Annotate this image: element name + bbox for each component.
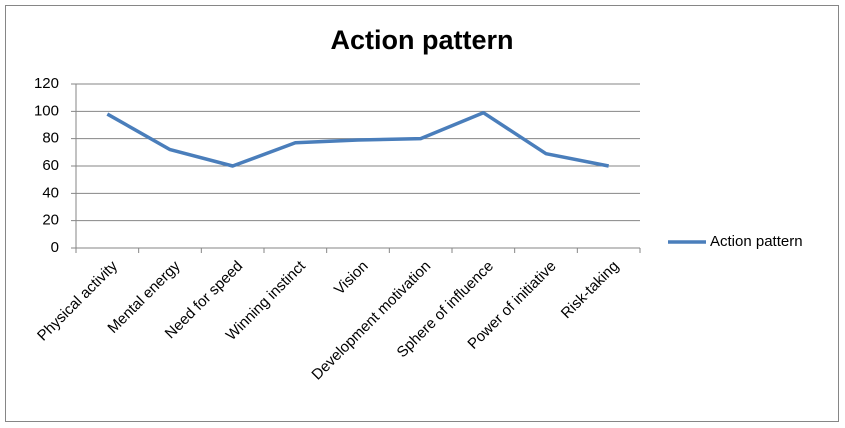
y-tick-label: 20 bbox=[42, 212, 59, 229]
y-tick-label: 60 bbox=[42, 157, 59, 174]
line-series bbox=[106, 110, 610, 168]
y-tick-label: 120 bbox=[34, 75, 59, 92]
y-tick-label: 40 bbox=[42, 184, 59, 201]
y-tick-label: 100 bbox=[34, 102, 59, 119]
y-tick-label: 0 bbox=[51, 239, 59, 256]
chart-title: Action pattern bbox=[330, 25, 513, 55]
y-tick-label: 80 bbox=[42, 130, 59, 147]
legend-label: Action pattern bbox=[710, 233, 803, 250]
chart-border bbox=[5, 5, 839, 422]
